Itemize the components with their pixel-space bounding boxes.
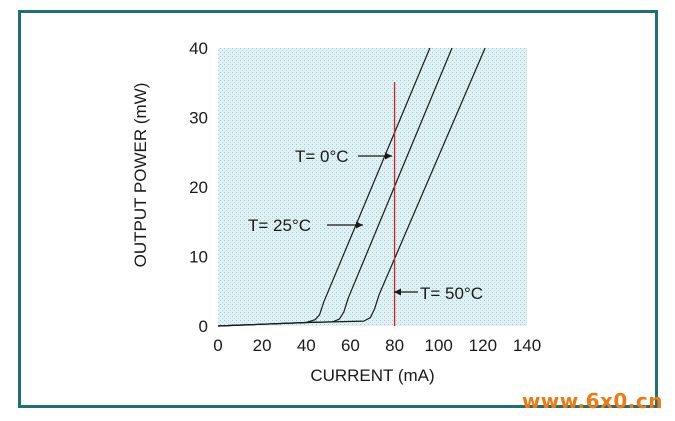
y-axis-label: OUTPUT POWER (mW) bbox=[131, 83, 150, 268]
x-tick-label: 80 bbox=[385, 336, 404, 355]
y-tick-label: 10 bbox=[189, 248, 208, 267]
watermark: www.6x0.cn bbox=[521, 389, 663, 413]
y-tick-label: 40 bbox=[189, 39, 208, 58]
series-annotation: T= 50°C bbox=[420, 284, 483, 303]
x-tick-label: 0 bbox=[213, 336, 222, 355]
series-line-2 bbox=[217, 47, 486, 327]
annotation-arrowhead bbox=[356, 221, 363, 229]
y-tick-label: 0 bbox=[199, 317, 208, 336]
x-tick-label: 40 bbox=[297, 336, 316, 355]
x-axis-label: CURRENT (mA) bbox=[310, 366, 434, 385]
x-tick-label: 100 bbox=[425, 336, 453, 355]
plot-area bbox=[218, 48, 527, 326]
x-tick-label: 120 bbox=[469, 336, 497, 355]
x-tick-label: 60 bbox=[341, 336, 360, 355]
annotation-arrowhead bbox=[394, 288, 401, 296]
x-tick-label: 140 bbox=[513, 336, 541, 355]
series-annotation: T= 25°C bbox=[248, 216, 311, 235]
annotation-arrowhead bbox=[385, 152, 392, 160]
y-tick-label: 20 bbox=[189, 178, 208, 197]
series-annotation: T= 0°C bbox=[295, 147, 349, 166]
x-tick-label: 20 bbox=[253, 336, 272, 355]
y-tick-label: 30 bbox=[189, 109, 208, 128]
